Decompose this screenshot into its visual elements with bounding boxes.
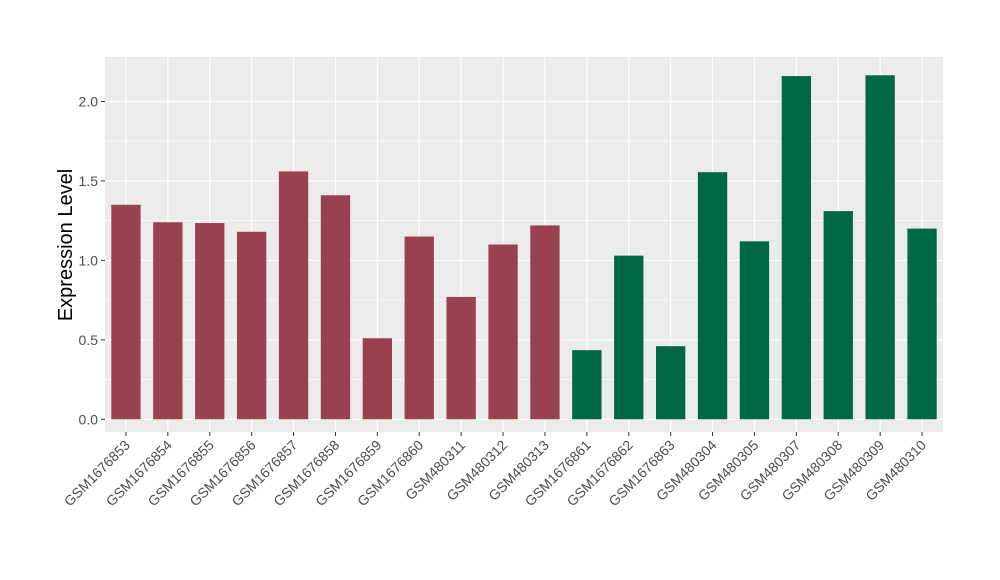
bar-GSM480304	[697, 172, 728, 420]
x-axis: GSM1676853GSM1676854GSM1676855GSM1676856…	[61, 432, 929, 509]
y-axis: 0.0 0.5 1.0 1.5 2.0	[79, 93, 105, 427]
bar-GSM1676856	[236, 231, 267, 420]
bar-GSM1676858	[320, 195, 351, 420]
bar-GSM1676861	[572, 350, 602, 420]
bar-GSM480310	[907, 228, 937, 420]
y-axis-title: Expression Level	[55, 169, 77, 321]
bar-GSM1676862	[614, 255, 644, 420]
bar-GSM1676855	[195, 223, 225, 420]
y-tick-label: 1.0	[79, 252, 99, 268]
bar-GSM480307	[781, 76, 812, 420]
bar-GSM1676863	[655, 346, 686, 420]
bar-GSM1676853	[111, 204, 141, 420]
y-tick-label: 1.5	[79, 173, 99, 189]
bar-GSM1676859	[362, 338, 393, 420]
y-tick-label: 0.5	[79, 332, 99, 348]
bar-GSM480308	[823, 211, 853, 420]
bar-GSM480311	[446, 296, 476, 420]
plot-panel	[105, 57, 943, 432]
bar-GSM1676854	[153, 222, 183, 420]
y-tick-label: 2.0	[79, 93, 99, 109]
bars	[111, 75, 937, 420]
bar-GSM480313	[530, 225, 560, 420]
bar-GSM480309	[865, 75, 895, 420]
y-tick-label: 0.0	[79, 411, 99, 427]
bar-GSM1676857	[278, 171, 309, 420]
bar-GSM480312	[488, 244, 518, 420]
bar-GSM1676860	[404, 236, 434, 420]
bar-GSM480305	[739, 241, 770, 420]
